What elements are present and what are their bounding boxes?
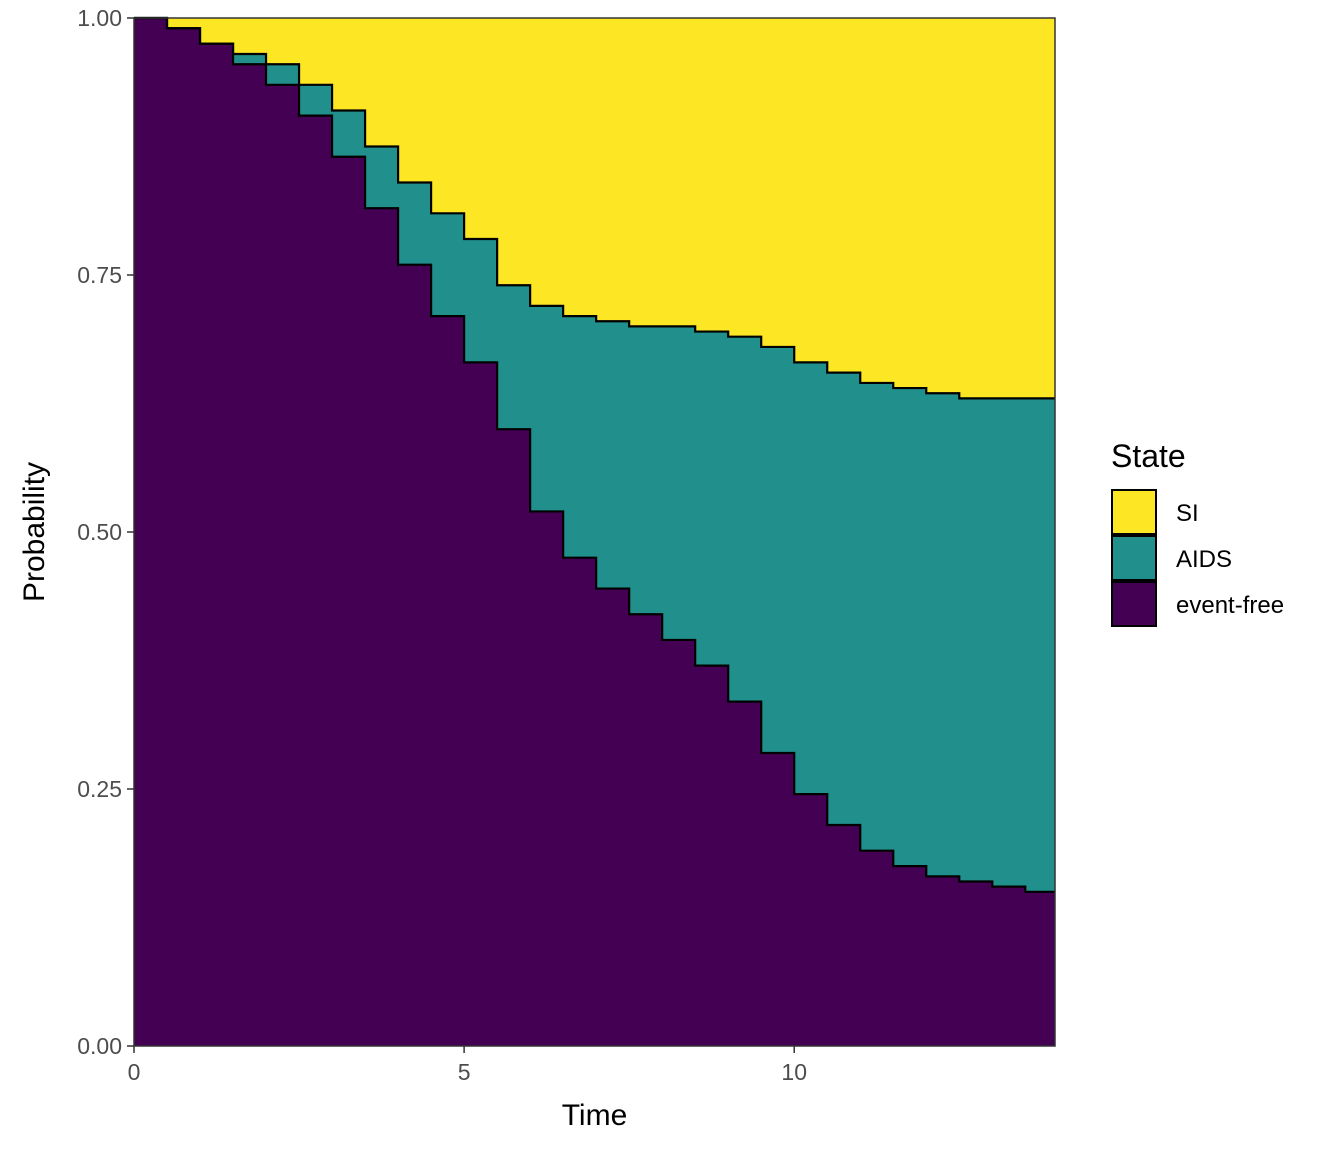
area-aids	[134, 18, 1055, 892]
y-axis-title: Probability	[18, 462, 51, 602]
legend: State SI AIDS event-free	[1111, 438, 1284, 627]
legend-key	[1111, 581, 1157, 627]
boundary-line-aids	[134, 16, 1055, 400]
y-tick-label: 0.50	[77, 519, 122, 545]
y-axis: 0.00 0.25 0.50 0.75 1.00	[77, 5, 134, 1059]
legend-title: State	[1111, 438, 1186, 474]
legend-key	[1111, 489, 1157, 535]
y-tick-label: 0.75	[77, 262, 122, 288]
legend-label: event-free	[1176, 592, 1284, 619]
plot-panel	[134, 16, 1055, 1046]
area-si	[134, 18, 1055, 399]
x-tick-label: 0	[128, 1059, 141, 1085]
legend-label: AIDS	[1176, 546, 1232, 573]
legend-label: SI	[1176, 500, 1199, 527]
area-event-free	[134, 18, 1055, 1046]
y-tick-label: 1.00	[77, 5, 122, 31]
y-tick-label: 0.00	[77, 1033, 122, 1059]
x-axis-title: Time	[562, 1099, 628, 1132]
x-tick-label: 5	[458, 1059, 471, 1085]
y-tick-label: 0.25	[77, 776, 122, 802]
x-tick-label: 10	[781, 1059, 807, 1085]
x-axis: 0 5 10	[128, 1046, 807, 1085]
legend-key	[1111, 535, 1157, 581]
boundary-line-event-free	[134, 16, 1055, 893]
